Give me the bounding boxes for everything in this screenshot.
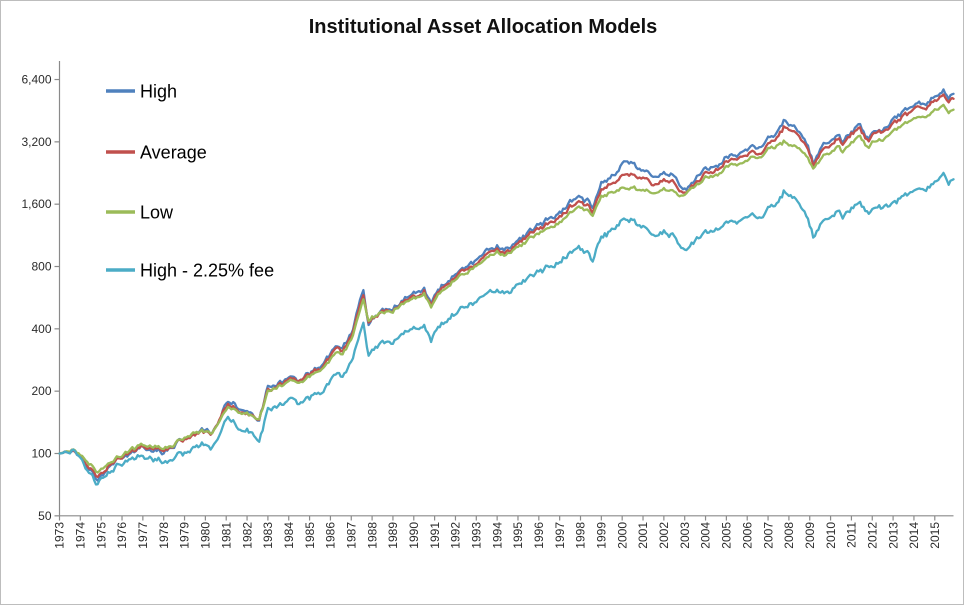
x-tick-label: 1997 [553,522,567,549]
y-tick-label: 400 [31,322,51,336]
x-tick-label: 1995 [511,522,525,549]
x-tick-label: 2004 [699,522,713,549]
x-tick-label: 2005 [720,522,734,549]
x-tick-label: 2010 [824,522,838,549]
legend-label-average: Average [140,143,207,163]
x-tick-label: 2006 [740,522,754,549]
x-tick-label: 2014 [907,522,921,549]
x-tick-label: 1999 [595,522,609,549]
series-line-high-2-25-fee [58,171,955,486]
x-tick-label: 2003 [678,522,692,549]
x-tick-label: 1986 [324,522,338,549]
y-tick-label: 6,400 [21,73,51,87]
x-tick-label: 1979 [178,522,192,549]
x-tick-label: 1990 [407,522,421,549]
x-tick-label: 2013 [886,522,900,549]
x-tick-label: 1994 [490,522,504,549]
x-tick-label: 2015 [928,522,942,549]
x-tick-label: 2009 [803,522,817,549]
chart-title: Institutional Asset Allocation Models [309,16,658,38]
x-tick-label: 2000 [615,522,629,549]
x-tick-label: 1991 [428,522,442,549]
legend-label-high-2-25-fee: High - 2.25% fee [140,261,274,281]
y-tick-label: 3,200 [21,135,51,149]
x-tick-label: 1974 [74,522,88,549]
x-tick-label: 1996 [532,522,546,549]
y-tick-label: 100 [31,447,51,461]
legend-item-average: Average [106,143,207,163]
x-tick-label: 2001 [636,522,650,549]
legend-item-low: Low [106,203,174,223]
y-tick-label: 200 [31,384,51,398]
x-tick-label: 1992 [449,522,463,549]
legend-item-high: High [106,82,177,102]
x-tick-label: 1978 [157,522,171,549]
x-tick-label: 1984 [282,522,296,549]
x-tick-label: 1981 [219,522,233,549]
y-tick-label: 50 [38,509,52,523]
legend-label-high: High [140,82,177,102]
x-tick-label: 1983 [261,522,275,549]
x-tick-label: 2008 [782,522,796,549]
x-tick-label: 1988 [365,522,379,549]
x-tick-label: 1989 [386,522,400,549]
x-tick-label: 1987 [344,522,358,549]
x-tick-label: 1976 [115,522,129,549]
x-tick-label: 1982 [240,522,254,549]
x-tick-label: 2002 [657,522,671,549]
series-line-low [58,103,955,474]
y-tick-label: 800 [31,260,51,274]
series-lines [58,88,955,486]
legend-label-low: Low [140,203,174,223]
x-tick-label: 2012 [865,522,879,549]
x-tick-label: 1998 [574,522,588,549]
x-tick-label: 1985 [303,522,317,549]
x-tick-label: 2011 [845,522,859,548]
x-tick-label: 1975 [94,522,108,549]
y-tick-label: 1,600 [21,197,51,211]
x-tick-label: 2007 [761,522,775,549]
legend: High Average Low High - 2.25% fee [106,82,274,281]
x-tick-label: 1977 [136,522,150,549]
legend-item-high-2-25-fee: High - 2.25% fee [106,261,274,281]
x-tick-label: 1993 [470,522,484,549]
x-tick-label: 1973 [53,522,67,549]
x-tick-label: 1980 [199,522,213,549]
